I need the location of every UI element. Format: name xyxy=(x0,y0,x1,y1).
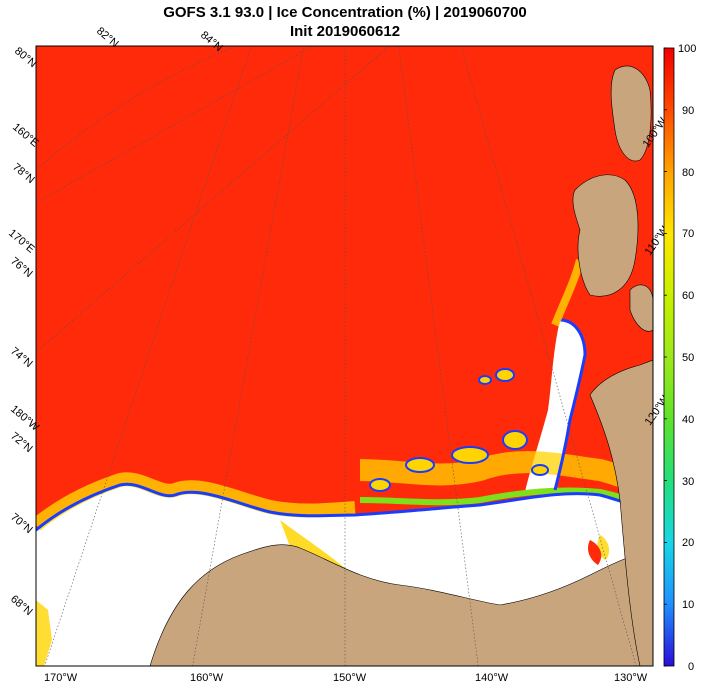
lat-label: 70°N xyxy=(8,511,35,536)
colorbar-label: 80 xyxy=(682,167,694,179)
colorbar-label: 70 xyxy=(682,228,694,240)
colorbar-label: 30 xyxy=(682,476,694,488)
colorbar-ticks xyxy=(664,47,667,667)
colorbar-label: 0 xyxy=(688,661,694,673)
colorbar-label: 40 xyxy=(682,414,694,426)
lat-label: 72°N xyxy=(8,430,35,455)
open-water-channel xyxy=(525,320,585,492)
ice-floe-patches xyxy=(369,368,549,492)
lon-label: 130°W xyxy=(614,672,648,684)
lat-label: 78°N xyxy=(10,161,37,186)
lon-label: 170°E xyxy=(6,227,37,256)
colorbar-labels: 100 90 80 70 60 50 40 30 20 10 0 xyxy=(678,43,696,673)
lat-label: 76°N xyxy=(8,255,35,280)
lat-label: 80°N xyxy=(12,45,39,70)
land-alaska xyxy=(149,544,653,666)
lat-label: 74°N xyxy=(8,345,35,370)
lon-label: 160°W xyxy=(190,672,224,684)
colorbar-label: 20 xyxy=(682,537,694,549)
colorbar-label: 90 xyxy=(682,105,694,117)
bottom-longitude-labels: 170°W 160°W 150°W 140°W 130°W xyxy=(44,672,648,684)
land-prince-patrick-island xyxy=(610,65,652,162)
map-frame xyxy=(35,45,654,667)
lon-label: 150°W xyxy=(333,672,367,684)
lon-label: 140°W xyxy=(475,672,509,684)
colorbar-label: 10 xyxy=(682,599,694,611)
map-subtitle: Init 2019060612 xyxy=(289,23,401,40)
colorbar-label: 60 xyxy=(682,290,694,302)
land-banks-island xyxy=(572,174,639,297)
map-title: GOFS 3.1 93.0 | Ice Concentration (%) | … xyxy=(163,4,527,21)
colorbar-label: 50 xyxy=(682,352,694,364)
lon-label: 170°W xyxy=(44,672,78,684)
lat-label: 68°N xyxy=(8,593,35,618)
land-canada xyxy=(589,359,653,666)
colorbar-label: 100 xyxy=(678,43,696,55)
